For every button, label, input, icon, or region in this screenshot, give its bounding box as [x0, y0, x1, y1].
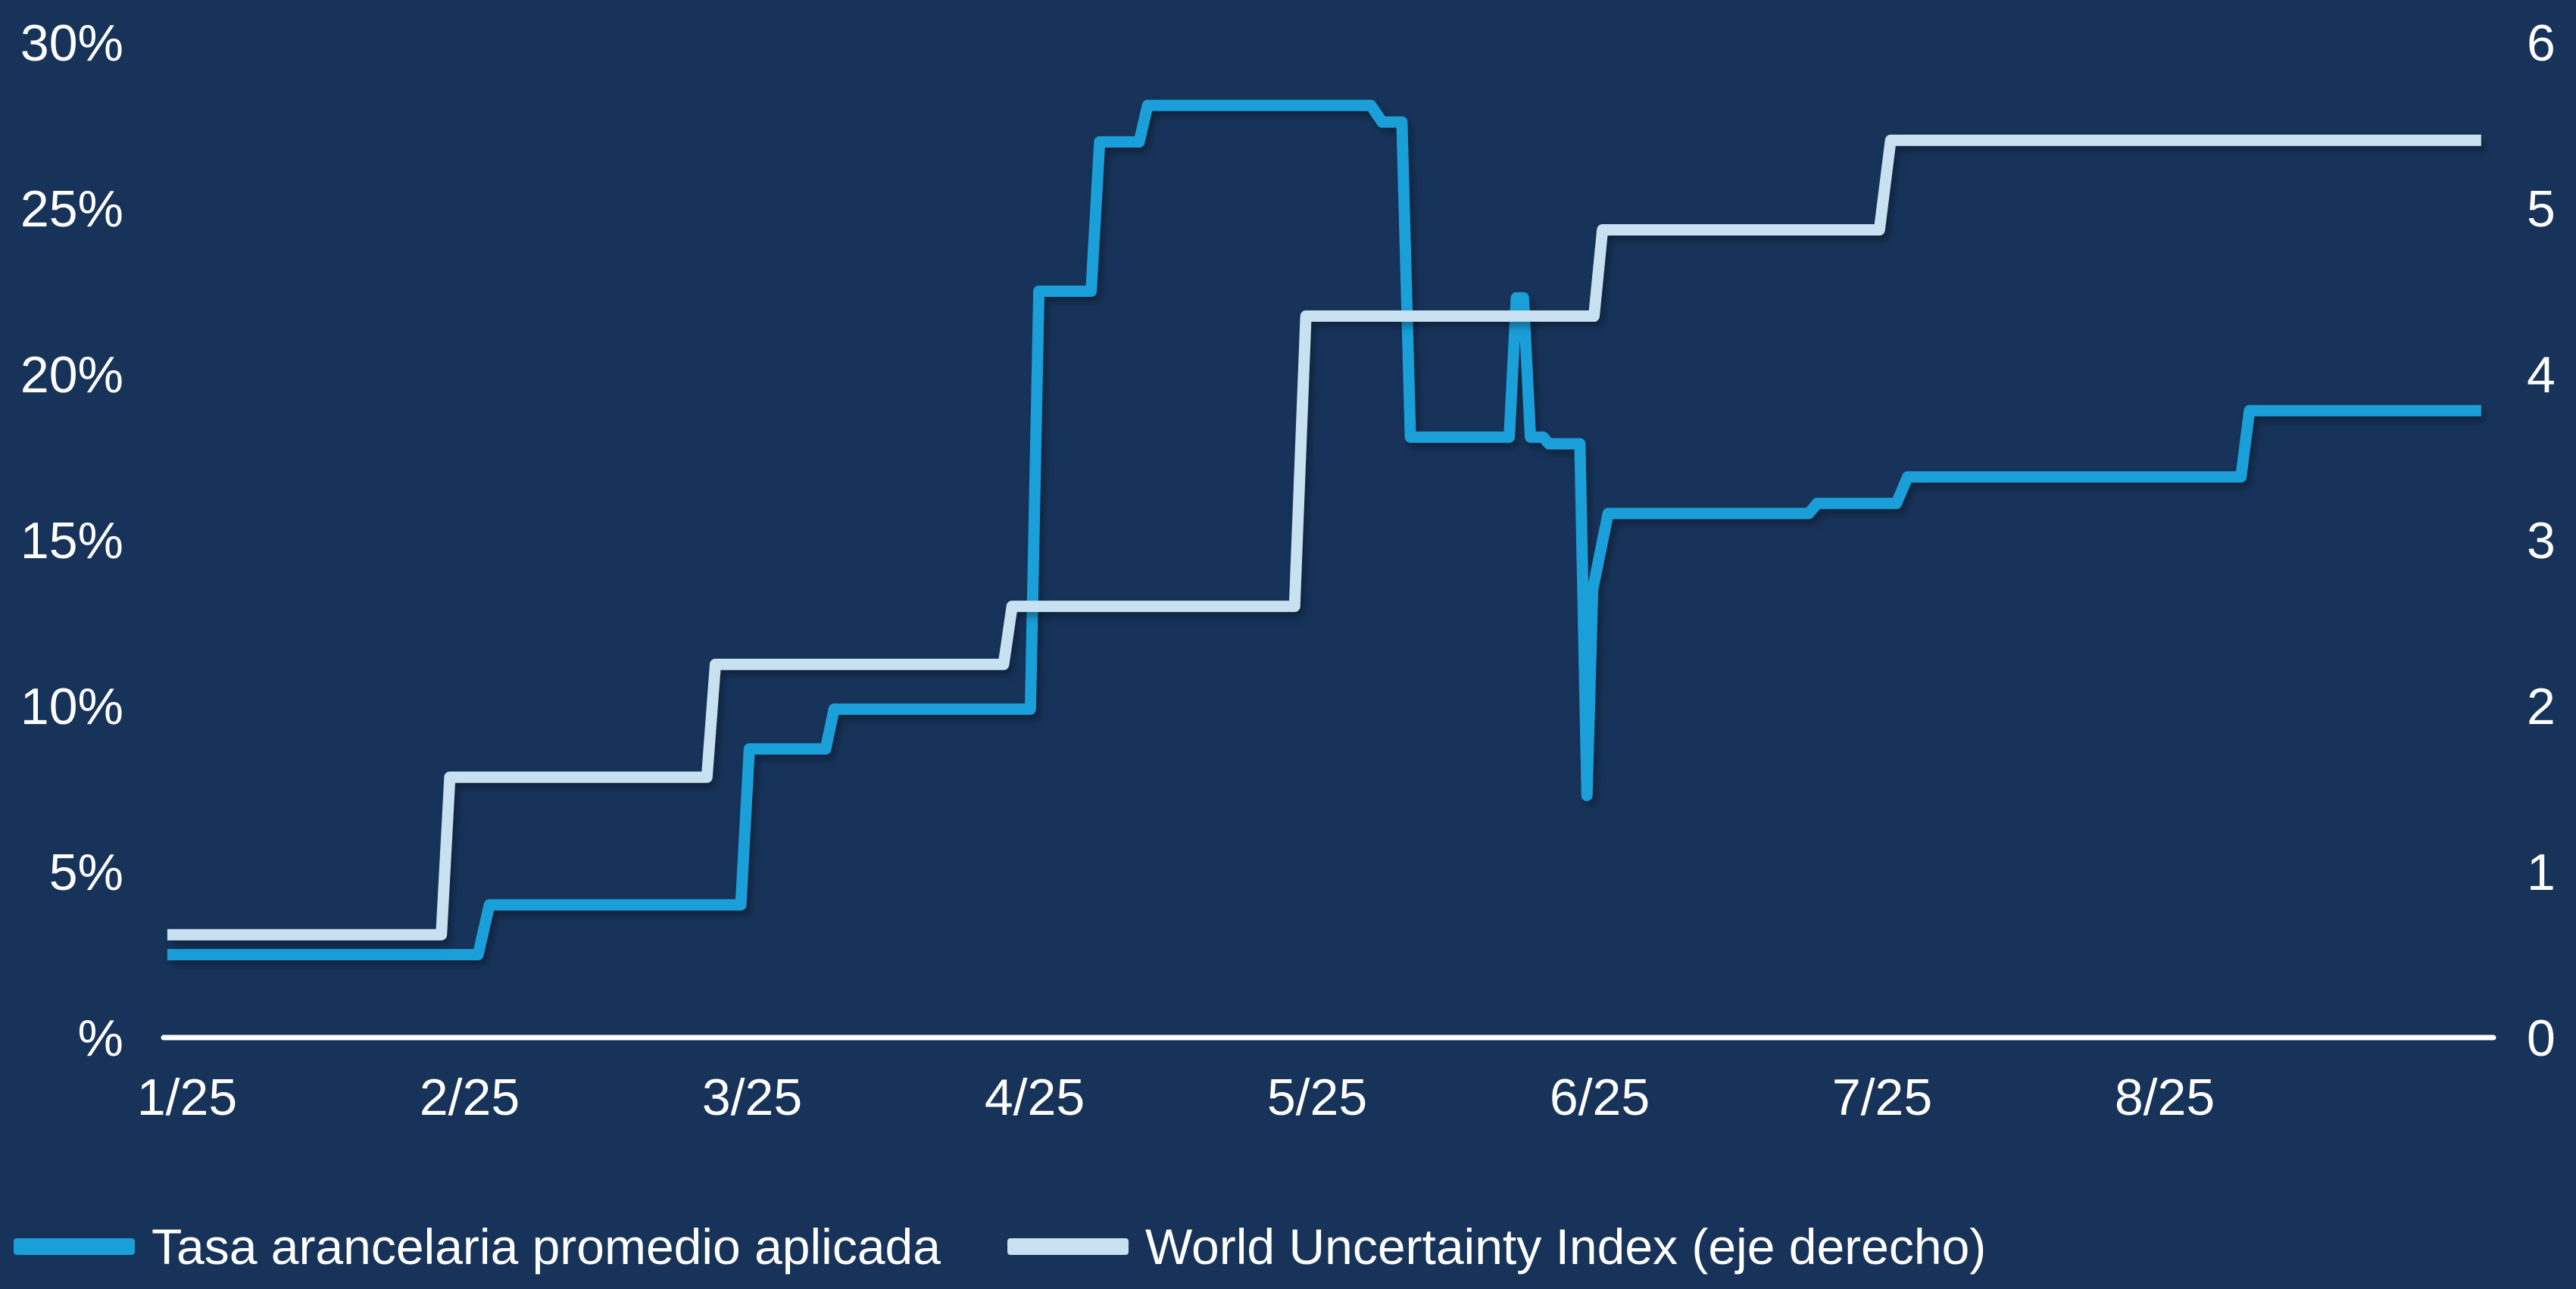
left-axis-tick-label: 5%	[49, 844, 123, 901]
left-axis-tick-label: %	[78, 1010, 123, 1067]
x-axis-tick-label: 1/25	[137, 1069, 237, 1126]
series-layer	[167, 99, 2481, 960]
left-axis-tick-labels: 30% 25% 20% 15% 10% 5% %	[20, 14, 123, 1067]
left-axis-tick-label: 10%	[20, 678, 123, 735]
x-axis-tick-labels: 1/25 2/25 3/25 4/25 5/25 6/25 7/25 8/25	[137, 1069, 2215, 1126]
tariff-series-label: Tasa arancelaria promedio aplicada	[151, 1219, 941, 1275]
left-axis-tick-label: 15%	[20, 512, 123, 570]
x-axis-tick-label: 4/25	[985, 1069, 1085, 1126]
left-axis-tick-label: 25%	[20, 180, 123, 238]
right-axis-tick-label: 5	[2527, 180, 2556, 238]
tariff-series-line	[167, 99, 2481, 960]
wui-series-label: World Uncertainty Index (eje derecho)	[1144, 1219, 1987, 1275]
right-axis-tick-label: 3	[2527, 512, 2556, 570]
right-axis-tick-label: 6	[2527, 14, 2556, 72]
left-axis-tick-label: 20%	[20, 346, 123, 404]
right-axis-tick-label: 1	[2527, 844, 2556, 901]
x-axis-tick-label: 5/25	[1267, 1069, 1367, 1126]
wui-series-swatch	[1007, 1238, 1129, 1255]
right-axis-tick-label: 2	[2527, 678, 2556, 735]
x-axis-tick-label: 2/25	[420, 1069, 520, 1126]
left-axis-tick-label: 30%	[20, 14, 123, 72]
right-axis-tick-labels: 6 5 4 3 2 1 0	[2527, 14, 2556, 1067]
legend-item-tariff: Tasa arancelaria promedio aplicada	[14, 1218, 941, 1275]
right-axis-tick-label: 4	[2527, 346, 2556, 404]
x-axis-tick-label: 7/25	[1832, 1069, 1932, 1126]
chart-legend: Tasa arancelaria promedio aplicada World…	[14, 1218, 1986, 1275]
legend-item-wui: World Uncertainty Index (eje derecho)	[1007, 1218, 1986, 1275]
wui-series-line	[167, 134, 2481, 941]
right-axis-tick-label: 0	[2527, 1010, 2556, 1067]
tariff-series-swatch	[14, 1238, 135, 1255]
x-axis-tick-label: 8/25	[2115, 1069, 2215, 1126]
x-axis-tick-label: 6/25	[1550, 1069, 1650, 1126]
x-axis-tick-label: 3/25	[702, 1069, 802, 1126]
